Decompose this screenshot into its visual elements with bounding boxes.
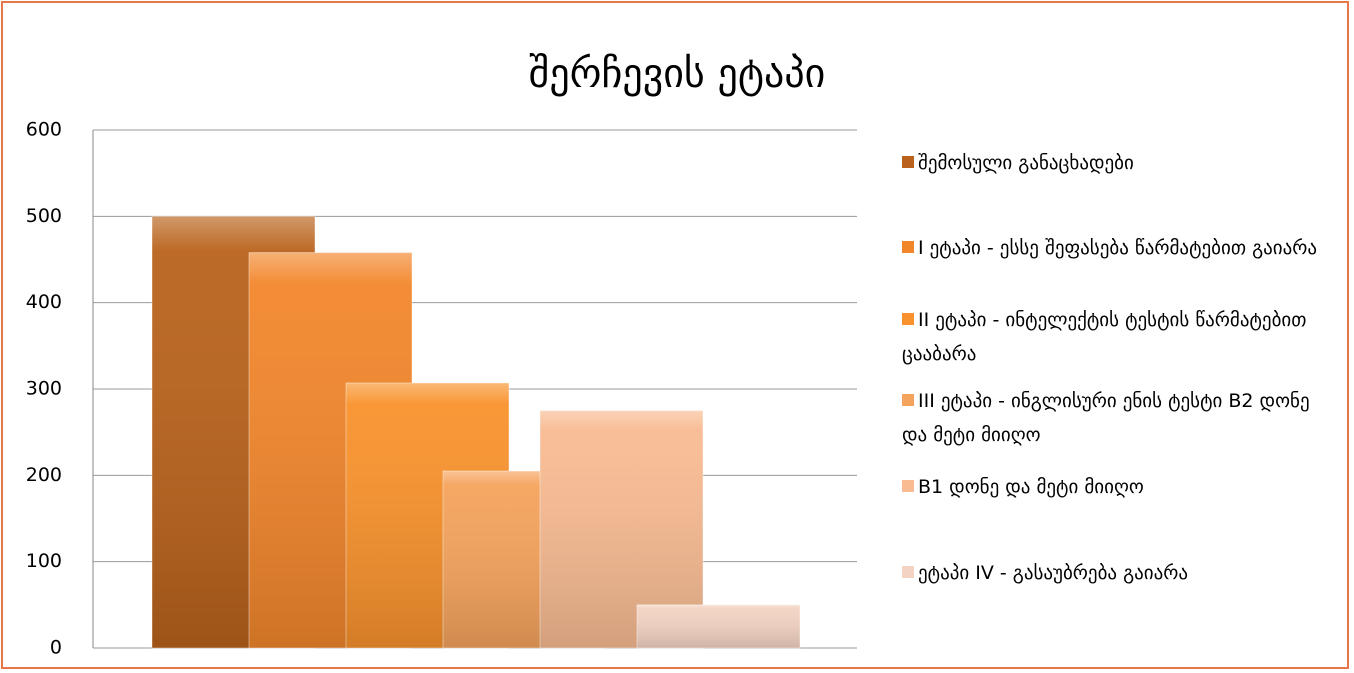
y-tick-label: 300 xyxy=(26,378,62,400)
legend-item: B1 დონე და მეტი მიიღო xyxy=(902,470,1322,504)
legend-swatch xyxy=(902,241,914,253)
legend-swatch xyxy=(902,156,914,168)
legend-swatch xyxy=(902,480,914,492)
y-tick-label: 600 xyxy=(26,119,62,141)
y-tick-label: 100 xyxy=(26,550,62,572)
y-tick-label: 500 xyxy=(26,205,62,227)
legend-item: I ეტაპი - ესსე შეფასება წარმატებით გაიარ… xyxy=(902,231,1322,265)
bar xyxy=(636,604,801,649)
y-tick-label: 200 xyxy=(26,464,62,486)
legend-swatch xyxy=(902,313,914,325)
legend-label: III ეტაპი - ინგლისური ენის ტესტი B2 დონე… xyxy=(902,390,1310,446)
legend-label: I ეტაპი - ესსე შეფასება წარმატებით გაიარ… xyxy=(918,237,1318,259)
legend-label: ეტაპი IV - გასაუბრება გაიარა xyxy=(918,562,1189,584)
chart-title: შერჩევის ეტაპი xyxy=(529,51,826,97)
legend-swatch xyxy=(902,394,914,406)
legend-item: II ეტაპი - ინტელექტის ტესტის წარმატებით … xyxy=(902,303,1322,371)
y-tick-label: 400 xyxy=(26,291,62,313)
legend-label: შემოსული განაცხადები xyxy=(918,152,1134,174)
legend-item: III ეტაპი - ინგლისური ენის ტესტი B2 დონე… xyxy=(902,384,1322,452)
legend-swatch xyxy=(902,566,914,578)
legend-label: B1 დონე და მეტი მიიღო xyxy=(918,476,1144,498)
y-tick-label: 0 xyxy=(50,637,62,659)
legend-item: შემოსული განაცხადები xyxy=(902,146,1322,180)
legend-item: ეტაპი IV - გასაუბრება გაიარა xyxy=(902,556,1322,590)
legend-label: II ეტაპი - ინტელექტის ტესტის წარმატებით … xyxy=(902,309,1307,365)
